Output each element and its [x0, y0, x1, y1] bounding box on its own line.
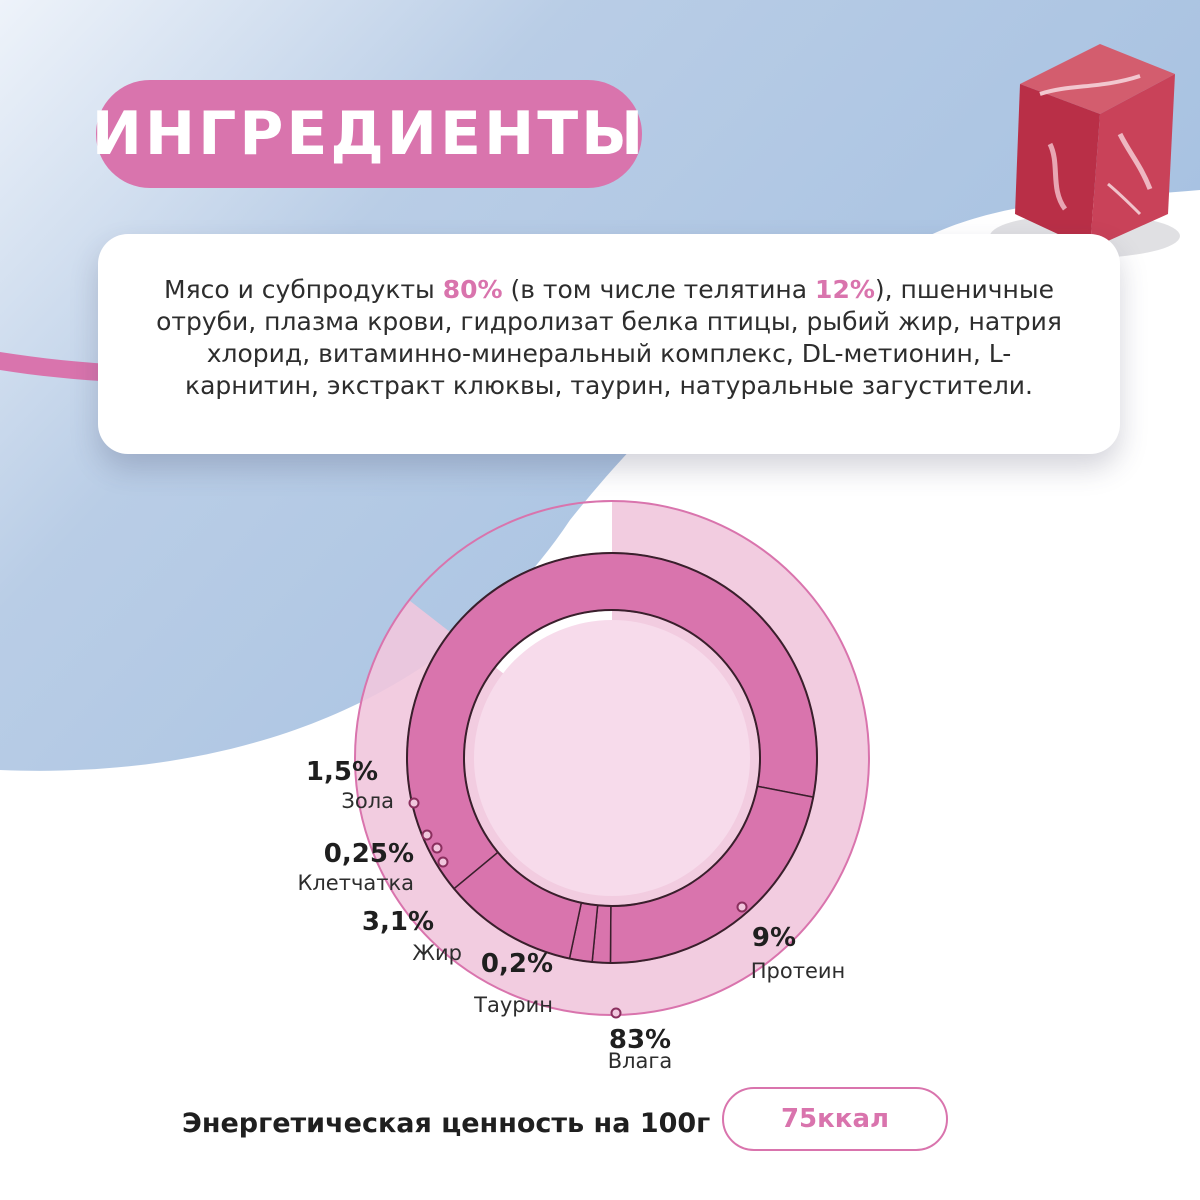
veal-percent: 12% — [815, 275, 875, 304]
value-label-ash: 1,5% — [306, 757, 378, 787]
value-label-taurine: 0,2% — [481, 949, 553, 979]
title-pill: ИНГРЕДИЕНТЫ — [92, 80, 643, 188]
category-label-fiber: Клетчатка — [297, 871, 414, 895]
ingredients-text-1: Мясо и субпродукты — [164, 275, 443, 304]
inner-ring-outer-edge — [406, 552, 818, 964]
category-label-taurine: Таурин — [473, 993, 553, 1017]
category-label-fat: Жир — [412, 941, 462, 965]
value-label-fiber: 0,25% — [324, 839, 414, 869]
value-label-fat: 3,1% — [362, 907, 434, 937]
energy-value-pill: 75ккал — [722, 1087, 948, 1151]
value-label-protein: 9% — [752, 923, 796, 953]
inner-ring-inner-edge — [463, 609, 761, 907]
chart-center — [474, 620, 750, 896]
value-label-moisture: 83% — [609, 1025, 671, 1055]
energy-label: Энергетическая ценность на 100г — [182, 1108, 711, 1139]
ingredients-text-2: (в том числе телятина — [502, 275, 816, 304]
marker-protein — [736, 901, 748, 913]
ingredients-card: Мясо и субпродукты 80% (в том числе теля… — [98, 234, 1120, 454]
page-title: ИНГРЕДИЕНТЫ — [91, 99, 647, 169]
marker-fat — [431, 842, 443, 854]
marker-taurine — [437, 856, 449, 868]
category-label-protein: Протеин — [751, 959, 846, 983]
marker-ash — [408, 797, 420, 809]
category-label-moisture: Влага — [608, 1049, 673, 1073]
energy-value: 75ккал — [780, 1104, 890, 1134]
marker-moisture — [610, 1007, 622, 1019]
meat-percent: 80% — [442, 275, 503, 304]
category-label-ash: Зола — [341, 789, 394, 813]
marker-fiber — [421, 829, 433, 841]
ingredients-text-3: ), пшеничные отруби, плазма крови, гидро… — [156, 275, 1062, 400]
